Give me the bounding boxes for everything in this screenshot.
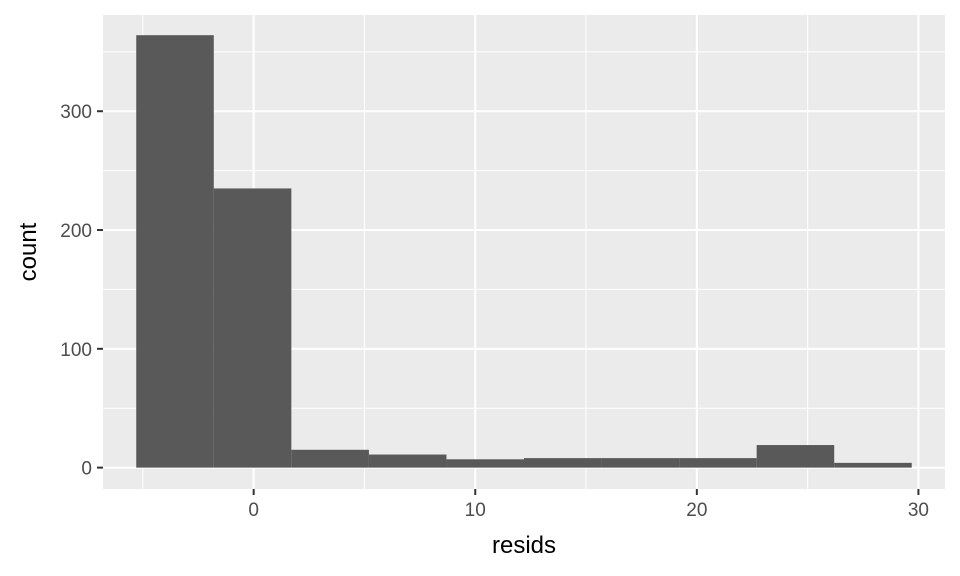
histogram-bars — [136, 35, 912, 468]
x-tick-label: 20 — [686, 500, 707, 521]
histogram-bar — [136, 35, 214, 468]
y-tick-label: 200 — [60, 221, 92, 242]
histogram-bar — [601, 458, 680, 468]
x-tick-label: 10 — [465, 500, 486, 521]
histogram-bar — [446, 459, 524, 468]
y-axis: 0 100 200 300 — [60, 102, 103, 480]
y-axis-title: count — [15, 222, 42, 281]
y-tick-label: 100 — [60, 340, 92, 361]
histogram-bar — [291, 449, 369, 468]
histogram-bar — [524, 458, 602, 468]
y-tick-label: 300 — [60, 102, 92, 123]
x-axis: 0 10 20 30 — [248, 489, 929, 521]
x-tick-label: 0 — [248, 500, 259, 521]
x-axis-title: resids — [492, 532, 556, 559]
histogram-bar — [213, 188, 292, 468]
histogram-bar — [834, 462, 912, 468]
histogram-bar — [368, 454, 447, 468]
x-tick-label: 30 — [908, 500, 929, 521]
y-tick-label: 0 — [81, 459, 92, 480]
histogram-bar — [756, 445, 835, 468]
histogram-bar — [679, 458, 757, 468]
